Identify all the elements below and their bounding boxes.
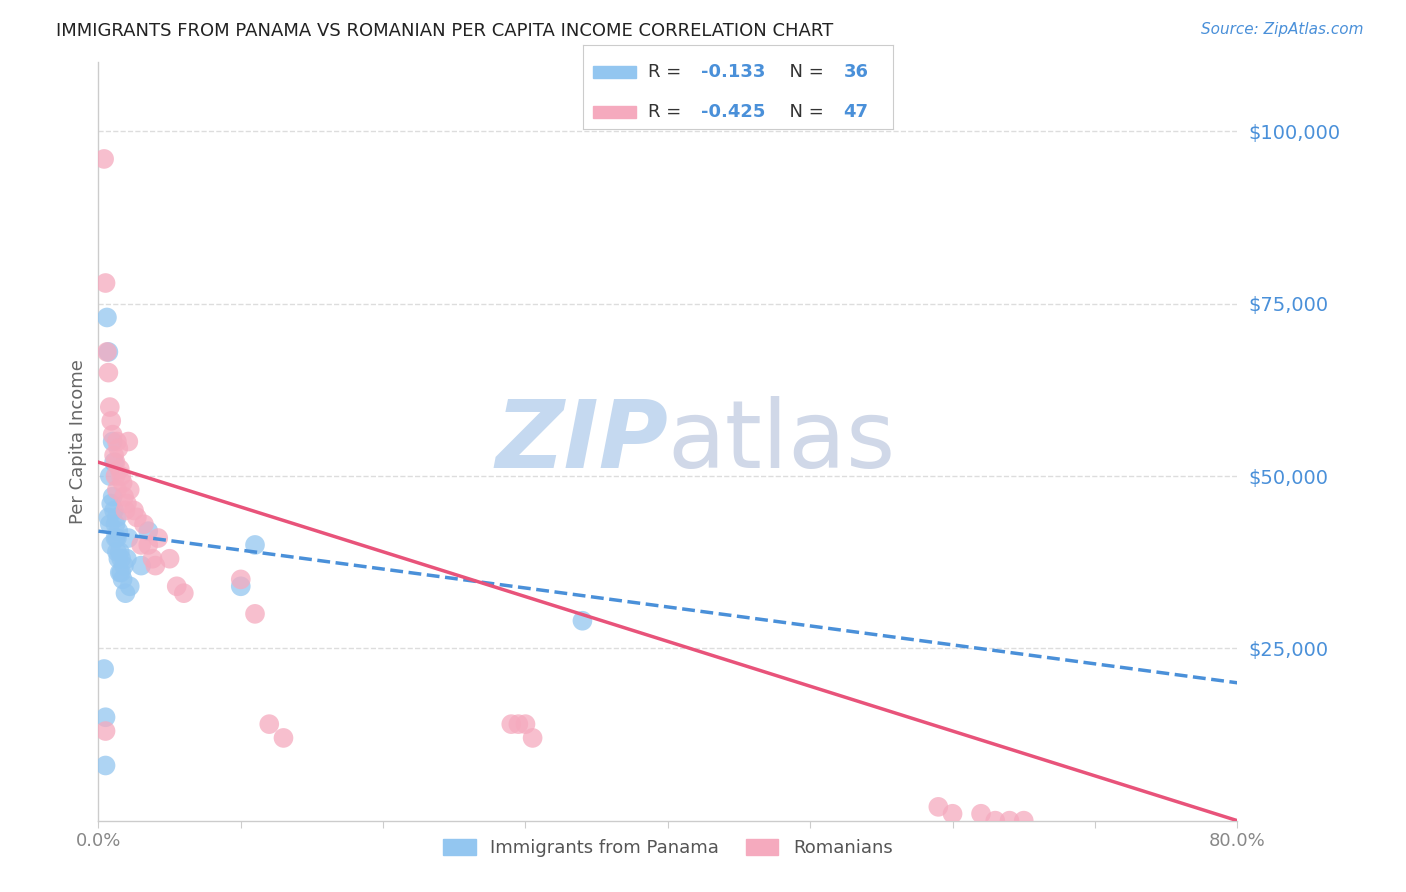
Point — [108, 566, 131, 580]
Point — [114, 503, 136, 517]
Point — [100, 497, 122, 511]
Point — [104, 469, 127, 483]
Point — [93, 152, 115, 166]
Point — [94, 276, 117, 290]
Point — [229, 573, 252, 587]
Point — [942, 806, 965, 821]
Point — [100, 414, 122, 428]
Point — [243, 538, 266, 552]
Legend: Immigrants from Panama, Romanians: Immigrants from Panama, Romanians — [436, 832, 900, 864]
Text: ZIP: ZIP — [495, 395, 668, 488]
Point — [112, 558, 135, 573]
Point — [1012, 814, 1035, 828]
Point — [117, 531, 139, 545]
Point — [104, 517, 127, 532]
Point — [166, 579, 188, 593]
Point — [136, 524, 159, 538]
Point — [94, 758, 117, 772]
Text: N =: N = — [779, 103, 830, 121]
Point — [111, 475, 134, 490]
Point — [110, 551, 132, 566]
Text: 47: 47 — [844, 103, 869, 121]
Y-axis label: Per Capita Income: Per Capita Income — [69, 359, 87, 524]
Point — [101, 427, 124, 442]
Bar — [593, 66, 636, 78]
Point — [515, 717, 537, 731]
Point — [98, 517, 121, 532]
Point — [508, 717, 530, 731]
Point — [107, 442, 129, 456]
Point — [105, 531, 128, 545]
Point — [136, 538, 159, 552]
Point — [104, 531, 127, 545]
Point — [105, 483, 128, 497]
Point — [927, 800, 949, 814]
Point — [141, 551, 163, 566]
Point — [243, 607, 266, 621]
Point — [108, 462, 131, 476]
Point — [101, 490, 124, 504]
Point — [115, 551, 138, 566]
Point — [107, 551, 129, 566]
Point — [104, 455, 127, 469]
Point — [97, 510, 120, 524]
Point — [115, 497, 138, 511]
Point — [108, 545, 131, 559]
Text: R =: R = — [648, 62, 688, 80]
Point — [132, 517, 155, 532]
Point — [259, 717, 281, 731]
Point — [118, 483, 141, 497]
Point — [96, 310, 118, 325]
Point — [229, 579, 252, 593]
Point — [96, 345, 118, 359]
Point — [129, 558, 152, 573]
Point — [159, 551, 181, 566]
Text: Source: ZipAtlas.com: Source: ZipAtlas.com — [1201, 22, 1364, 37]
Point — [129, 538, 152, 552]
Bar — [593, 106, 636, 119]
Point — [105, 545, 128, 559]
Point — [107, 524, 129, 538]
Point — [998, 814, 1021, 828]
Point — [114, 586, 136, 600]
Point — [93, 662, 115, 676]
Point — [97, 366, 120, 380]
Point — [117, 434, 139, 449]
Point — [110, 566, 132, 580]
Text: atlas: atlas — [668, 395, 896, 488]
Point — [103, 448, 125, 462]
Point — [122, 503, 145, 517]
Point — [94, 710, 117, 724]
Point — [522, 731, 544, 745]
Text: IMMIGRANTS FROM PANAMA VS ROMANIAN PER CAPITA INCOME CORRELATION CHART: IMMIGRANTS FROM PANAMA VS ROMANIAN PER C… — [56, 22, 834, 40]
Point — [94, 724, 117, 739]
Point — [100, 538, 122, 552]
Point — [125, 510, 148, 524]
Point — [111, 573, 134, 587]
Point — [105, 434, 128, 449]
Point — [105, 510, 128, 524]
Point — [101, 434, 124, 449]
Text: -0.425: -0.425 — [702, 103, 765, 121]
Point — [97, 345, 120, 359]
Point — [103, 503, 125, 517]
Point — [173, 586, 195, 600]
Point — [501, 717, 523, 731]
Point — [148, 531, 170, 545]
Point — [970, 806, 993, 821]
Point — [145, 558, 167, 573]
Point — [98, 400, 121, 414]
Point — [103, 455, 125, 469]
Text: -0.133: -0.133 — [702, 62, 765, 80]
Point — [110, 469, 132, 483]
Point — [984, 814, 1007, 828]
Point — [571, 614, 593, 628]
Point — [273, 731, 295, 745]
Text: N =: N = — [779, 62, 830, 80]
Text: R =: R = — [648, 103, 688, 121]
Point — [98, 469, 121, 483]
Point — [118, 579, 141, 593]
Point — [112, 490, 135, 504]
Text: 36: 36 — [844, 62, 869, 80]
